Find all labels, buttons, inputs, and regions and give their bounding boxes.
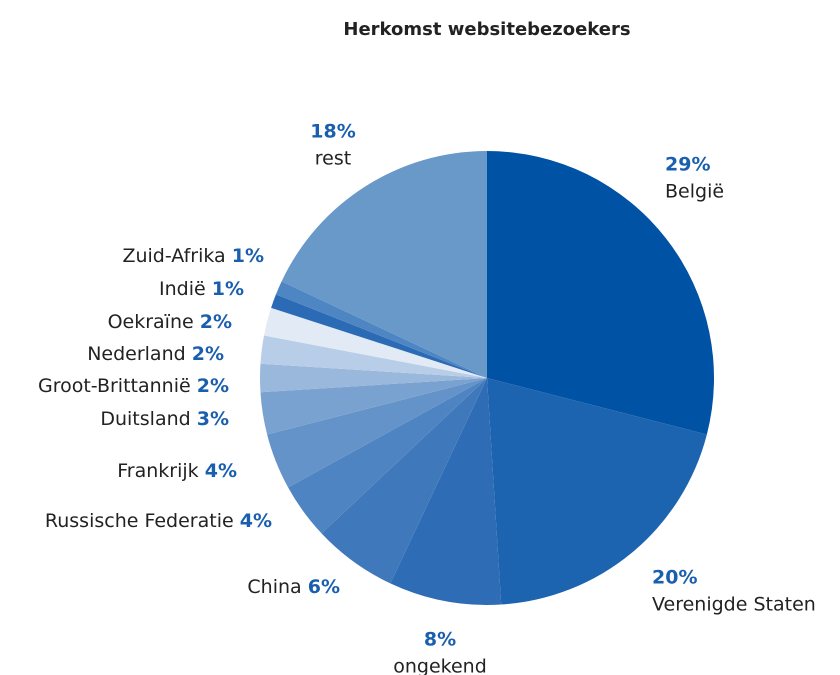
slice-label: Duitsland bbox=[100, 408, 190, 430]
pie-slice bbox=[288, 378, 487, 534]
slice-label-group: Indië 1% bbox=[159, 278, 244, 300]
slice-label-group: Nederland 2% bbox=[87, 343, 224, 365]
slice-label: ongekend bbox=[393, 656, 487, 675]
slice-label-group: Duitsland 3% bbox=[100, 408, 229, 430]
pie-slice bbox=[260, 363, 487, 393]
slice-label: België bbox=[665, 181, 724, 203]
slice-label: rest bbox=[315, 148, 351, 170]
slice-value-label: 8% bbox=[424, 629, 456, 651]
slice-label: Nederland bbox=[87, 343, 186, 365]
slice-label-group: Russische Federatie 4% bbox=[45, 510, 272, 532]
pie-slice bbox=[281, 151, 487, 378]
slice-label: Zuid-Afrika bbox=[122, 245, 225, 267]
pie-slice bbox=[267, 378, 487, 488]
slice-label: China bbox=[247, 576, 301, 598]
slice-label-group: Zuid-Afrika 1% bbox=[122, 245, 264, 267]
slice-value-label: 6% bbox=[308, 576, 340, 598]
slice-label-group: Frankrijk 4% bbox=[117, 460, 237, 482]
slice-value-label: 29% bbox=[665, 154, 710, 176]
slice-label-group: Groot-Brittannië 2% bbox=[38, 375, 229, 397]
pie-slice bbox=[487, 378, 707, 605]
slice-value-label: 3% bbox=[197, 408, 229, 430]
slice-label: Russische Federatie bbox=[45, 510, 234, 532]
slice-value-label: 2% bbox=[197, 375, 229, 397]
pie-slice bbox=[321, 378, 487, 584]
slice-value-label: 2% bbox=[200, 311, 232, 333]
slice-value-label: 18% bbox=[310, 121, 355, 143]
slice-label-group: China 6% bbox=[247, 576, 340, 598]
pie-slice bbox=[260, 335, 487, 378]
slice-value-label: 2% bbox=[192, 343, 224, 365]
pie-slice bbox=[390, 378, 502, 605]
slice-value-label: 4% bbox=[240, 510, 272, 532]
slice-value-label: 1% bbox=[232, 245, 264, 267]
slice-label: Oekraïne bbox=[108, 311, 194, 333]
pie-slice bbox=[487, 151, 714, 435]
slice-label: Frankrijk bbox=[117, 460, 198, 482]
pie-slice bbox=[264, 307, 487, 378]
slice-label-group: Oekraïne 2% bbox=[108, 311, 232, 333]
slice-value-label: 4% bbox=[205, 460, 237, 482]
slice-value-label: 1% bbox=[212, 278, 244, 300]
slice-label: Groot-Brittannië bbox=[38, 375, 191, 397]
chart-title: Herkomst websitebezoekers bbox=[343, 19, 630, 40]
slice-value-label: 20% bbox=[652, 567, 697, 589]
pie-slice bbox=[271, 294, 487, 378]
slice-label: Indië bbox=[159, 278, 206, 300]
slice-label: Verenigde Staten bbox=[652, 594, 816, 616]
pie-slice bbox=[260, 378, 487, 435]
pie-slice bbox=[275, 281, 487, 378]
